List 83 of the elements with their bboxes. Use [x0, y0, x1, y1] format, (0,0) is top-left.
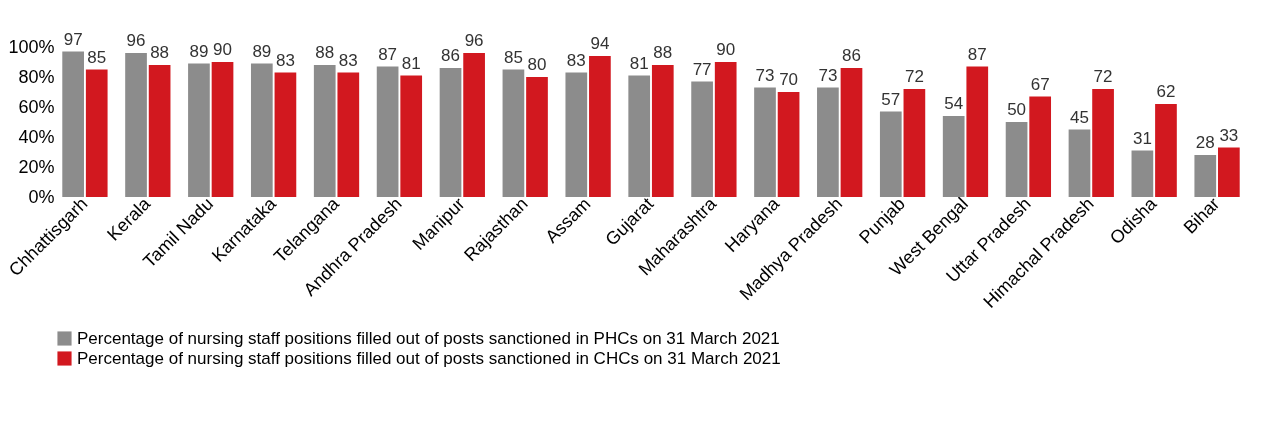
bar [1005, 122, 1028, 197]
y-tick-label: 100% [8, 36, 55, 57]
bar [148, 65, 171, 197]
data-label: 87 [967, 44, 987, 64]
y-tick-label: 40% [18, 126, 55, 147]
data-label: 96 [126, 31, 146, 50]
bar [211, 62, 234, 197]
bar [777, 92, 800, 197]
y-tick-label: 20% [18, 156, 55, 177]
y-tick-label: 80% [18, 66, 55, 87]
bar [463, 53, 485, 197]
bar [1194, 155, 1217, 197]
data-label: 88 [653, 43, 673, 62]
bar [250, 63, 273, 197]
data-label: 88 [315, 43, 335, 62]
data-label: 94 [590, 34, 610, 53]
bar [714, 62, 737, 197]
bar [125, 53, 147, 197]
data-label: 87 [378, 44, 398, 64]
bar [188, 63, 210, 197]
bar [62, 51, 84, 197]
data-label: 81 [401, 53, 421, 73]
y-tick-label: 60% [18, 96, 55, 117]
data-label: 88 [150, 43, 170, 62]
bar [274, 72, 297, 197]
data-label: 62 [1156, 82, 1176, 101]
bar [1218, 147, 1240, 197]
data-label: 80 [527, 55, 547, 74]
bar [1068, 129, 1091, 197]
data-label: 73 [818, 65, 838, 85]
bar [628, 75, 651, 197]
data-label: 86 [842, 46, 861, 65]
bar [439, 68, 462, 197]
data-label: 77 [692, 59, 712, 79]
bar [754, 87, 776, 197]
bar [840, 68, 863, 197]
data-label: 54 [944, 94, 964, 113]
bar [313, 65, 336, 197]
bar [942, 116, 965, 197]
legend-label: Percentage of nursing staff positions filled out of posts sanctioned in PHCs on 31 March 2021 [77, 328, 780, 348]
bar [337, 72, 360, 197]
data-label: 83 [566, 50, 586, 70]
data-label: 72 [1093, 67, 1113, 86]
data-label: 96 [464, 31, 484, 50]
data-label: 67 [1030, 74, 1050, 94]
bar [691, 81, 713, 197]
bar [1092, 89, 1114, 197]
bar [376, 66, 399, 197]
bar [526, 77, 548, 197]
bar [400, 75, 423, 197]
data-label: 89 [252, 41, 272, 61]
bar [1155, 104, 1177, 197]
data-label: 86 [441, 46, 460, 65]
data-label: 28 [1195, 133, 1215, 152]
bar [85, 69, 108, 197]
bar [903, 89, 926, 197]
bar [651, 65, 674, 197]
bar [817, 87, 839, 197]
data-label: 50 [1007, 100, 1027, 119]
data-label: 90 [213, 40, 232, 59]
data-label: 85 [87, 47, 107, 67]
data-label: 70 [779, 70, 799, 89]
data-label: 83 [275, 50, 295, 70]
bar [565, 72, 588, 197]
bar [502, 69, 525, 197]
bar [589, 56, 611, 197]
data-label: 97 [63, 29, 83, 49]
bar [879, 111, 902, 197]
data-label: 83 [338, 50, 358, 70]
bar [1131, 150, 1154, 197]
data-label: 33 [1219, 125, 1239, 145]
data-label: 89 [189, 41, 209, 61]
bar [1029, 96, 1052, 197]
legend-label: Percentage of nursing staff positions filled out of posts sanctioned in CHCs on 31 March 2021 [77, 348, 781, 368]
data-label: 85 [503, 47, 523, 67]
data-label: 90 [716, 40, 736, 59]
data-label: 45 [1070, 107, 1089, 127]
data-label: 57 [881, 89, 901, 109]
bar [966, 66, 989, 197]
data-label: 31 [1132, 128, 1152, 148]
data-label: 73 [755, 65, 775, 85]
data-label: 72 [904, 67, 924, 86]
data-label: 81 [629, 53, 649, 73]
